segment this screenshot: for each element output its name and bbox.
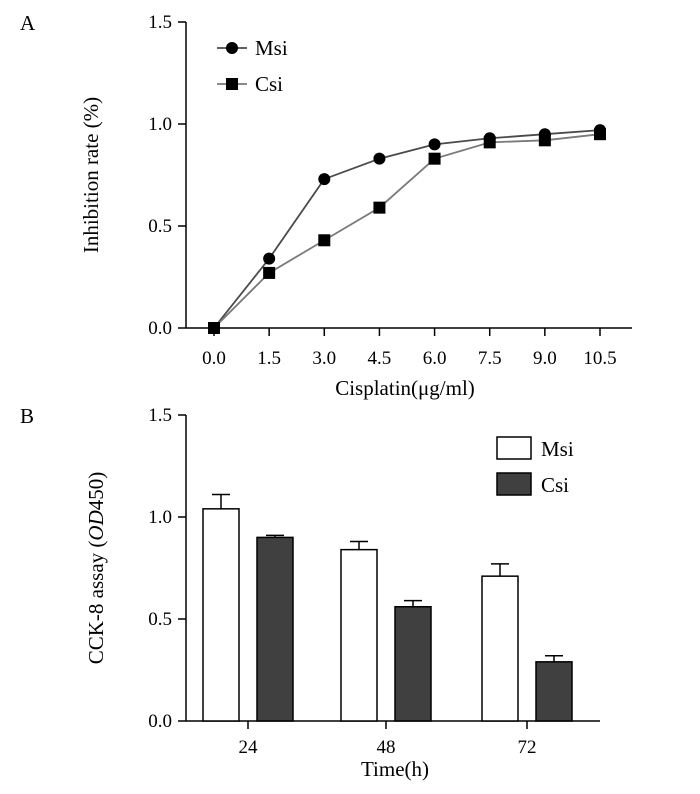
panel-a-y-ticks: 0.0 0.5 1.0 1.5 <box>148 12 186 339</box>
series-csi-point <box>594 128 606 141</box>
panel-b-label: B <box>20 404 34 428</box>
legend-msi-label: Msi <box>255 36 288 60</box>
panel-b-x-tick-label: 48 <box>377 737 396 758</box>
panel-b-x-axis-title: Time(h) <box>361 757 429 781</box>
series-csi-point <box>373 201 386 214</box>
panel-a-y-tick-label: 1.5 <box>148 12 172 33</box>
series-csi-point <box>538 134 551 147</box>
bar-msi <box>202 508 240 722</box>
panel-a-x-tick-label: 4.5 <box>368 348 392 369</box>
series-csi-point <box>318 234 331 247</box>
legend-msi-swatch <box>496 436 532 460</box>
bar-csi <box>256 536 294 722</box>
legend-b-csi-label: Csi <box>541 473 569 497</box>
bar-csi <box>535 661 573 722</box>
panel-a-y-axis-title: Inhibition rate (%) <box>79 97 103 253</box>
series-msi-point <box>318 173 331 186</box>
panel-b-bar-chart: B 0.0 0.5 1.0 1.5 24 48 72 CCK-8 assay (OD450… <box>20 404 600 781</box>
panel-a-x-tick-label: 10.5 <box>583 348 616 369</box>
series-csi-point <box>483 136 496 149</box>
legend-csi-swatch <box>496 472 532 496</box>
panel-b-y-tick-label: 1.5 <box>148 405 172 426</box>
panel-b-y-tick-label: 1.0 <box>148 507 172 528</box>
panel-b-y-axis-title-suffix: 450) <box>84 472 108 511</box>
series-csi-point <box>428 152 441 165</box>
panel-b-x-tick-label: 24 <box>239 737 259 758</box>
panel-a-series <box>208 124 606 334</box>
panel-a-x-tick-label: 3.0 <box>312 348 336 369</box>
panel-b-y-tick-label: 0.5 <box>148 609 172 630</box>
panel-a-x-tick-label: 6.0 <box>423 348 447 369</box>
legend-csi-square-marker <box>226 78 238 90</box>
panel-a-y-tick-label: 0.5 <box>148 216 172 237</box>
bar-csi <box>394 606 432 722</box>
panel-b-y-axis-title-italic: OD <box>84 510 108 540</box>
panel-b-bars <box>202 493 573 722</box>
panel-b-y-tick-label: 0.0 <box>148 711 172 732</box>
panel-a-y-tick-label: 0.0 <box>148 318 172 339</box>
series-msi-point <box>373 152 386 165</box>
series-csi-point <box>263 266 276 279</box>
panel-a-label: A <box>20 11 36 35</box>
panel-a-y-tick-label: 1.0 <box>148 114 172 135</box>
legend-msi-circle-marker <box>226 42 238 54</box>
panel-b-x-ticks: 24 48 72 <box>239 721 537 758</box>
panel-a-x-ticks: 0.0 1.5 3.0 4.5 6.0 7.5 9.0 10.5 <box>202 328 617 369</box>
bar-msi <box>340 548 378 722</box>
panel-b-y-axis-title-prefix: CCK-8 assay ( <box>84 541 108 665</box>
series-msi-point <box>263 252 276 265</box>
panel-b-legend: Msi Csi <box>496 436 574 497</box>
series-csi-line <box>213 133 601 329</box>
series-csi-point <box>208 322 220 334</box>
panel-b-y-axis-title: CCK-8 assay (OD450) <box>84 472 108 665</box>
legend-b-msi-label: Msi <box>541 437 574 461</box>
panel-a-x-tick-label: 7.5 <box>478 348 502 369</box>
panel-a-x-tick-label: 1.5 <box>257 348 281 369</box>
bar-msi <box>481 575 519 722</box>
series-msi-point <box>428 138 441 151</box>
panel-a-line-chart: A 0.0 0.5 1.0 1.5 0.0 1.5 3.0 4.5 6.0 7.5 9.0 10.5… <box>20 11 632 400</box>
panel-a-x-tick-label: 0.0 <box>202 348 226 369</box>
series-msi-line <box>213 129 601 329</box>
panel-b-y-ticks: 0.0 0.5 1.0 1.5 <box>148 405 186 732</box>
panel-a-x-axis-title: Cisplatin(μg/ml) <box>335 376 475 400</box>
panel-a-x-tick-label: 9.0 <box>533 348 557 369</box>
legend-csi-label: Csi <box>255 72 283 96</box>
panel-b-x-tick-label: 72 <box>518 737 537 758</box>
panel-a-legend: Msi Csi <box>217 36 288 96</box>
